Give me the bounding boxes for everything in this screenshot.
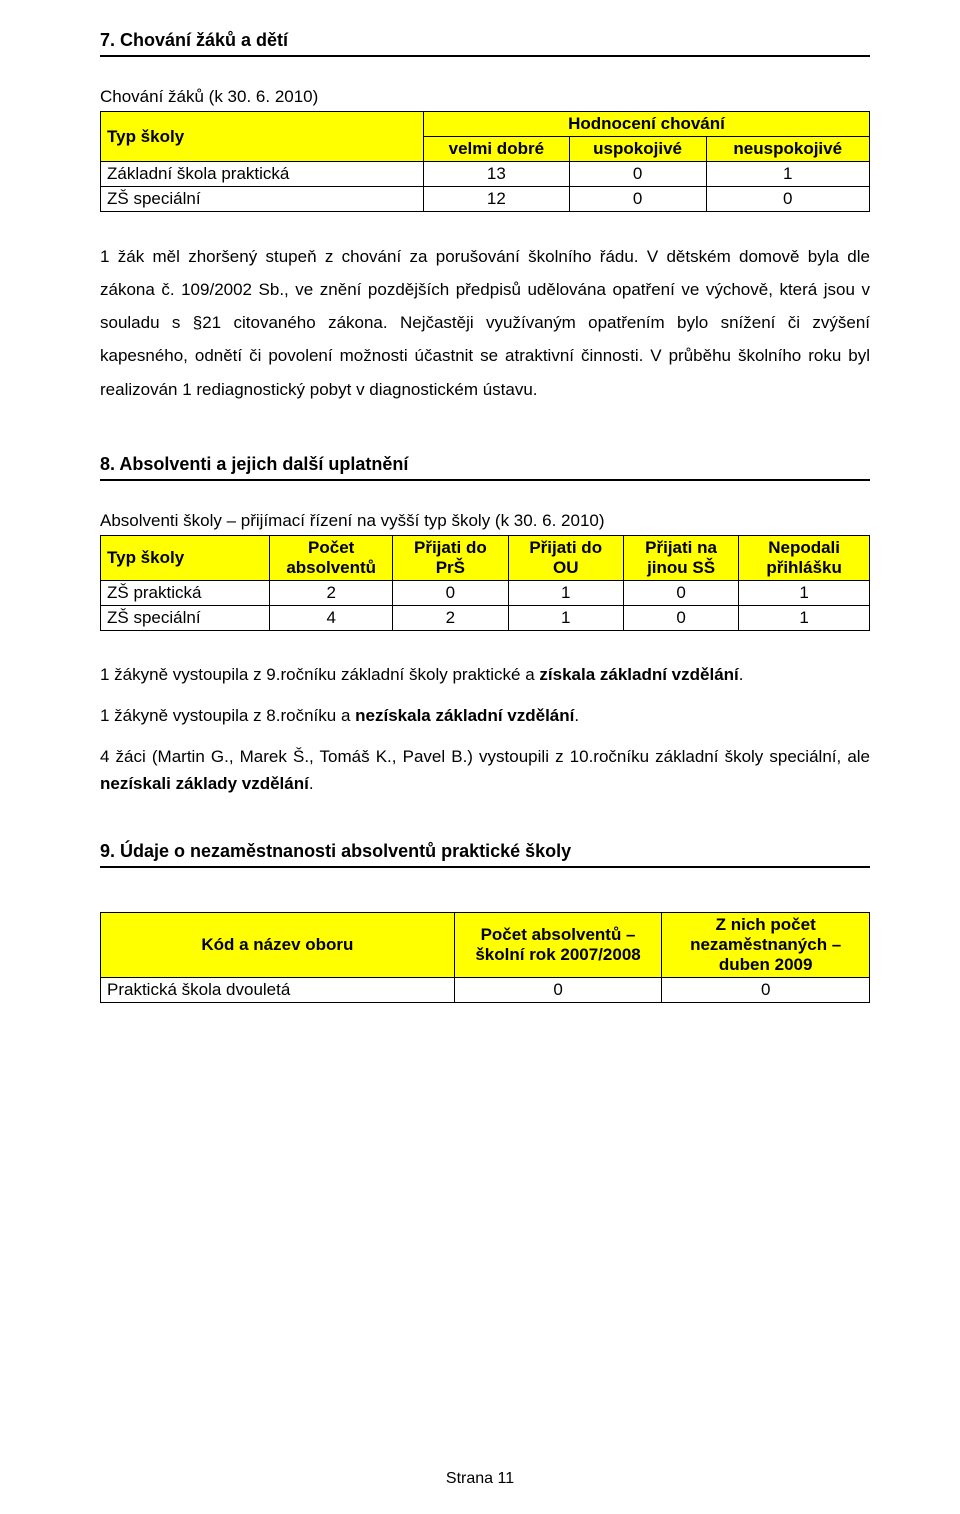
s7-r1-label: ZŠ speciální: [101, 187, 424, 212]
section9-heading: 9. Údaje o nezaměstnanosti absolventů pr…: [100, 841, 870, 862]
s8-r1-v1: 4: [270, 605, 393, 630]
section7-pretext: Chování žáků (k 30. 6. 2010): [100, 87, 870, 107]
section8-heading: 8. Absolventi a jejich další uplatnění: [100, 454, 870, 475]
s9-r0-v1: 0: [454, 978, 662, 1003]
section8-pretext: Absolventi školy – přijímací řízení na v…: [100, 511, 870, 531]
s8-col4: Přijati na jinou SŠ: [623, 535, 738, 580]
section7-underline: [100, 55, 870, 57]
section8-underline: [100, 479, 870, 481]
section8-p2: 1 žákyně vystoupila z 8.ročníku a nezísk…: [100, 702, 870, 729]
s8-p1b: získala základní vzdělání: [539, 665, 738, 684]
s7-r0-label: Základní škola praktická: [101, 162, 424, 187]
s8-r0-v4: 0: [623, 580, 738, 605]
page: 7. Chování žáků a dětí Chování žáků (k 3…: [0, 0, 960, 1514]
s9-r0-v0: Praktická škola dvouletá: [101, 978, 455, 1003]
s7-col2: neuspokojivé: [706, 137, 870, 162]
s8-r1-v2: 2: [393, 605, 508, 630]
s8-col1: Počet absolventů: [270, 535, 393, 580]
section8-p1: 1 žákyně vystoupila z 9.ročníku základní…: [100, 661, 870, 688]
s8-r0-v2: 0: [393, 580, 508, 605]
s7-r1-v1: 0: [569, 187, 706, 212]
s8-r0-v1: 2: [270, 580, 393, 605]
s8-p2b: nezískala základní vzdělání: [355, 706, 574, 725]
s8-col0: Typ školy: [101, 535, 270, 580]
s7-r0-v0: 13: [423, 162, 569, 187]
s7-top-header: Hodnocení chování: [423, 112, 869, 137]
s8-p1c: .: [739, 665, 744, 684]
table-header-row: Typ školy Hodnocení chování: [101, 112, 870, 137]
s8-p3a: 4 žáci (Martin G., Marek Š., Tomáš K., P…: [100, 747, 870, 766]
s8-p1a: 1 žákyně vystoupila z 9.ročníku základní…: [100, 665, 539, 684]
table-header-row: Kód a název oboru Počet absolventů – ško…: [101, 913, 870, 978]
table-row: ZŠ speciální 12 0 0: [101, 187, 870, 212]
s8-r1-v0: ZŠ speciální: [101, 605, 270, 630]
table-row: Praktická škola dvouletá 0 0: [101, 978, 870, 1003]
s8-r1-v3: 1: [508, 605, 623, 630]
section7-paragraph: 1 žák měl zhoršený stupeň z chování za p…: [100, 240, 870, 406]
table-row: Základní škola praktická 13 0 1: [101, 162, 870, 187]
s8-r1-v4: 0: [623, 605, 738, 630]
s8-col5: Nepodali přihlášku: [739, 535, 870, 580]
section7-table: Typ školy Hodnocení chování velmi dobré …: [100, 111, 870, 212]
s8-p2c: .: [574, 706, 579, 725]
section9-underline: [100, 866, 870, 868]
s9-col2: Z nich počet nezaměstnaných – duben 2009: [662, 913, 870, 978]
s7-r1-v0: 12: [423, 187, 569, 212]
s7-r0-v1: 0: [569, 162, 706, 187]
s8-p3c: .: [309, 774, 314, 793]
s8-col3: Přijati do OU: [508, 535, 623, 580]
s7-col0: velmi dobré: [423, 137, 569, 162]
s8-r0-v3: 1: [508, 580, 623, 605]
section8-table: Typ školy Počet absolventů Přijati do Pr…: [100, 535, 870, 631]
s8-r1-v5: 1: [739, 605, 870, 630]
table-row: ZŠ praktická 2 0 1 0 1: [101, 580, 870, 605]
s7-r0-v2: 1: [706, 162, 870, 187]
s9-col1: Počet absolventů – školní rok 2007/2008: [454, 913, 662, 978]
s8-r0-v5: 1: [739, 580, 870, 605]
table-row: ZŠ speciální 4 2 1 0 1: [101, 605, 870, 630]
s8-p2a: 1 žákyně vystoupila z 8.ročníku a: [100, 706, 355, 725]
s9-col0: Kód a název oboru: [101, 913, 455, 978]
s7-r1-v2: 0: [706, 187, 870, 212]
s8-col2: Přijati do PrŠ: [393, 535, 508, 580]
page-footer: Strana 11: [0, 1470, 960, 1488]
section9-table: Kód a název oboru Počet absolventů – ško…: [100, 912, 870, 1003]
section8-p3: 4 žáci (Martin G., Marek Š., Tomáš K., P…: [100, 743, 870, 797]
s7-col1: uspokojivé: [569, 137, 706, 162]
s9-r0-v2: 0: [662, 978, 870, 1003]
s8-p3b: nezískali základy vzdělání: [100, 774, 309, 793]
table-header-row: Typ školy Počet absolventů Přijati do Pr…: [101, 535, 870, 580]
s7-corner-header: Typ školy: [101, 112, 424, 162]
section7-heading: 7. Chování žáků a dětí: [100, 30, 870, 51]
s8-r0-v0: ZŠ praktická: [101, 580, 270, 605]
